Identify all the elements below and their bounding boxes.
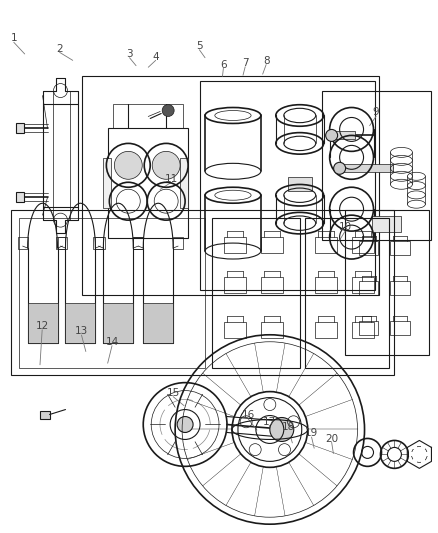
- Bar: [314, 277, 337, 293]
- Bar: [57, 237, 67, 249]
- Bar: [28, 303, 57, 343]
- Bar: [224, 322, 246, 338]
- Bar: [133, 237, 143, 249]
- Text: 13: 13: [75, 326, 88, 336]
- Text: 1: 1: [11, 33, 17, 43]
- Bar: [224, 237, 246, 253]
- Bar: [359, 321, 378, 335]
- Bar: [39, 410, 49, 418]
- Bar: [352, 322, 374, 338]
- Bar: [82, 76, 379, 295]
- Bar: [352, 237, 374, 253]
- Bar: [338, 164, 393, 172]
- Bar: [95, 237, 106, 249]
- Text: 12: 12: [35, 321, 49, 331]
- Bar: [103, 303, 133, 343]
- Bar: [200, 80, 374, 290]
- Bar: [413, 459, 417, 463]
- Bar: [345, 210, 429, 355]
- Text: 14: 14: [106, 337, 119, 347]
- Bar: [390, 281, 410, 295]
- Bar: [261, 237, 283, 253]
- Text: 5: 5: [196, 41, 203, 51]
- Bar: [56, 237, 66, 249]
- Circle shape: [334, 163, 346, 174]
- Bar: [103, 158, 111, 208]
- Bar: [410, 453, 413, 456]
- Bar: [390, 321, 410, 335]
- Circle shape: [326, 130, 338, 141]
- Bar: [390, 241, 410, 255]
- Text: 4: 4: [152, 52, 159, 62]
- Text: 16: 16: [242, 410, 255, 420]
- Bar: [108, 128, 188, 238]
- Bar: [330, 132, 355, 140]
- Bar: [425, 453, 429, 456]
- Text: 7: 7: [242, 58, 248, 68]
- Text: 8: 8: [263, 56, 269, 66]
- Text: 3: 3: [126, 49, 133, 59]
- Bar: [421, 446, 425, 449]
- Bar: [352, 277, 374, 293]
- Circle shape: [114, 151, 142, 179]
- Circle shape: [162, 104, 174, 117]
- Text: 10: 10: [339, 222, 352, 232]
- Bar: [11, 210, 395, 375]
- Bar: [19, 218, 205, 368]
- Bar: [261, 322, 283, 338]
- Circle shape: [270, 417, 294, 441]
- Circle shape: [152, 151, 180, 179]
- Circle shape: [177, 416, 193, 432]
- Bar: [212, 218, 300, 368]
- Text: 6: 6: [220, 60, 227, 70]
- Text: 20: 20: [325, 434, 338, 443]
- Text: 19: 19: [305, 429, 318, 438]
- Text: 2: 2: [57, 44, 63, 54]
- Bar: [173, 237, 183, 249]
- Bar: [359, 241, 378, 255]
- Text: 17: 17: [263, 417, 276, 426]
- Bar: [113, 103, 183, 128]
- Text: 18: 18: [282, 422, 296, 432]
- Bar: [421, 459, 425, 463]
- Text: 11: 11: [164, 174, 177, 184]
- Bar: [66, 303, 95, 343]
- Bar: [261, 277, 283, 293]
- Bar: [305, 218, 389, 368]
- Bar: [93, 237, 103, 249]
- Bar: [314, 322, 337, 338]
- Text: 15: 15: [166, 388, 180, 398]
- Bar: [18, 237, 28, 249]
- Bar: [288, 177, 312, 191]
- Bar: [143, 303, 173, 343]
- Bar: [16, 192, 24, 202]
- Bar: [371, 216, 401, 232]
- Bar: [359, 281, 378, 295]
- Bar: [133, 237, 143, 249]
- Bar: [413, 446, 417, 449]
- Bar: [314, 237, 337, 253]
- Bar: [224, 277, 246, 293]
- Bar: [180, 158, 188, 208]
- Bar: [321, 91, 431, 240]
- Text: 9: 9: [373, 108, 379, 117]
- Bar: [16, 124, 24, 133]
